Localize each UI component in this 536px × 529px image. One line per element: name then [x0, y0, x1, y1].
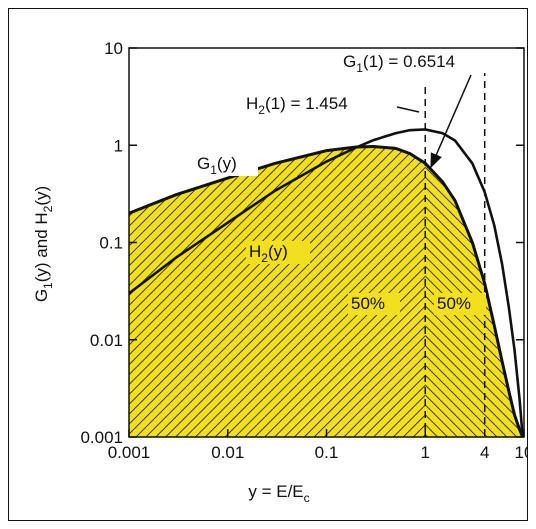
vertical-dashed-lines	[424, 69, 486, 437]
y-tick-label: 0.1	[99, 234, 123, 253]
figure-frame: 0.001 0.01 0.1 1 4 10 0.001 0.01 0.1 1 10 y = E/E…	[8, 8, 528, 521]
x-tick-label: 0.01	[211, 443, 244, 462]
x-axis-label: y = E/Ec	[248, 482, 309, 505]
x-tick-labels: 0.001 0.01 0.1 1 4 10	[108, 443, 527, 462]
g1-curve	[129, 145, 524, 437]
svg-text:H2(1) = 1.454: H2(1) = 1.454	[246, 94, 348, 117]
g1-value-label: G1(1) = 0.6514	[339, 51, 515, 75]
svg-text:G1(1) = 0.6514: G1(1) = 0.6514	[343, 52, 455, 75]
y-tick-labels: 0.001 0.01 0.1 1 10	[80, 39, 123, 447]
x-tick-label: 1	[421, 443, 430, 462]
svg-text:50%: 50%	[437, 294, 471, 313]
svg-text:H2(y): H2(y)	[249, 242, 288, 265]
h2-curve	[129, 128, 524, 437]
x-tick-label: 0.001	[108, 443, 151, 462]
svg-text:50%: 50%	[351, 294, 385, 313]
x-tick-label: 4	[480, 443, 489, 462]
g1-series-label: G1(y)	[194, 153, 258, 177]
x-tick-label: 0.1	[315, 443, 339, 462]
y-tick-label: 0.01	[90, 331, 123, 350]
x-axis-title: y = E/Ec	[248, 482, 309, 505]
percent-right-label: 50%	[434, 293, 486, 315]
h2-value-pointer	[396, 106, 420, 113]
x-axis-label-main: y = E/E	[248, 482, 303, 501]
g1-area-hatch-left	[129, 146, 426, 437]
area-fill-group	[129, 146, 523, 438]
y-axis-label: G1(y) and H2(y)	[32, 186, 55, 302]
annotations: G1(1) = 0.6514 H2(1) = 1.454 G1(y) H2(y)…	[194, 51, 515, 315]
axis-ticks	[128, 47, 525, 438]
x-tick-label: 10	[515, 443, 527, 462]
h2-value-label: H2(1) = 1.454	[242, 93, 400, 117]
y-tick-label: 10	[104, 39, 123, 58]
chart: 0.001 0.01 0.1 1 4 10 0.001 0.01 0.1 1 10 y = E/E…	[32, 39, 527, 505]
g1-value-arrow	[430, 74, 472, 169]
h2-series-label: H2(y)	[246, 241, 310, 265]
x-axis-label-sub: c	[304, 491, 310, 505]
y-tick-label: 0.001	[80, 428, 123, 447]
svg-text:G1(y): G1(y)	[197, 154, 237, 177]
y-axis-title: G1(y) and H2(y)	[32, 186, 55, 302]
y-tick-label: 1	[114, 136, 123, 155]
percent-left-label: 50%	[348, 293, 400, 315]
